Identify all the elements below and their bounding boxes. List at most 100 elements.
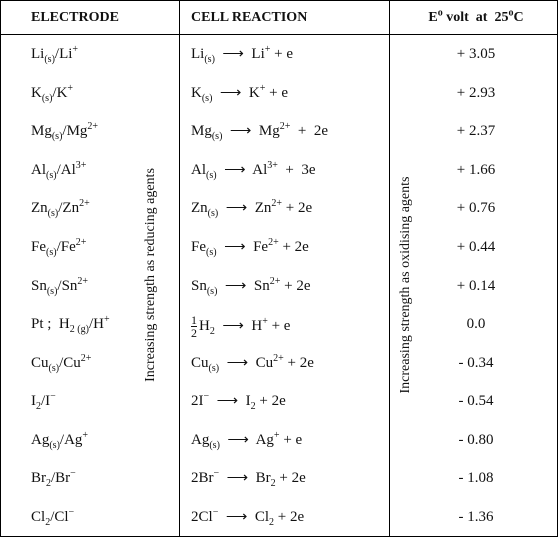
text: /Br [51, 470, 71, 487]
text: /Ag [59, 431, 83, 448]
text: + 2e [290, 123, 329, 140]
superscript: + [259, 82, 266, 94]
superscript: o [437, 7, 443, 19]
superscript: 3+ [267, 159, 278, 171]
text: /K [52, 84, 68, 101]
potential-cell: - 1.36 [458, 508, 494, 525]
text: Cu [191, 354, 209, 371]
subscript: (s) [209, 439, 220, 451]
text: + 2e [255, 393, 286, 410]
text: Cu [31, 354, 49, 371]
reaction-cell: Mg(s) ⟶ Mg2+ + 2e [191, 121, 329, 143]
superscript: − [203, 391, 210, 403]
text: + e [265, 84, 289, 101]
subscript: 2 [270, 478, 276, 490]
side-label-reducing: Increasing strength as reducing agents [143, 168, 158, 382]
electrode-cell: Li(s)/Li+ [31, 44, 79, 66]
subscript: (s) [207, 208, 219, 220]
text: + 2e [282, 200, 313, 217]
text: + 3e [277, 161, 316, 178]
superscript: − [70, 468, 76, 480]
text: + 2e [280, 277, 311, 294]
subscript: (s) [46, 169, 57, 181]
subscript: (s) [201, 92, 213, 104]
subscript: 2 [209, 325, 215, 337]
text: 2Cl [191, 508, 213, 525]
text: 2Br [191, 470, 214, 487]
superscript: 2+ [279, 121, 291, 133]
electrode-cell: Br2/Br− [31, 468, 76, 489]
text: Fe [31, 238, 46, 255]
reaction-cell: 2Br− ⟶ Br2 + 2e [191, 468, 306, 490]
text: + 2e [283, 354, 314, 371]
electrode-cell: I2/I− [31, 391, 56, 413]
numerator: 1 [191, 313, 197, 328]
subscript: (s) [206, 285, 218, 297]
electrode-cell: Zn(s)/Zn2+ [31, 198, 90, 219]
reaction-cell: Zn(s) ⟶ Zn2+ + 2e [191, 198, 313, 220]
denominator: 2 [191, 326, 197, 341]
superscript: o [508, 7, 514, 19]
subscript: (s) [208, 362, 220, 374]
superscript: 3+ [75, 159, 87, 171]
text: /Li [54, 46, 73, 63]
text: Pt ; H [31, 316, 70, 333]
electrode-cell: Pt ; H2 (g)/H+ [31, 314, 110, 335]
reaction-cell: 2I− ⟶ I2 + 2e [191, 391, 286, 412]
potential-cell: + 0.14 [456, 277, 496, 294]
reaction-cell: Li(s) ⟶ Li+ + e [191, 44, 293, 65]
text: Ag [191, 431, 210, 448]
header-reaction: CELL REACTION [191, 10, 308, 25]
text: /I [41, 393, 51, 410]
text: Mg [31, 123, 52, 140]
superscript: 2+ [273, 352, 284, 364]
text: Br [31, 470, 46, 487]
text: ⟶ Li [214, 46, 265, 63]
superscript: 2+ [269, 275, 281, 287]
subscript: (s) [44, 54, 55, 66]
text: Li [31, 46, 45, 63]
potential-cell: - 0.80 [458, 431, 494, 448]
electrode-cell: Cu(s)/Cu2+ [31, 353, 91, 373]
superscript: + [264, 44, 271, 56]
side-label-oxidising: Increasing strength as oxidising agents [398, 176, 413, 394]
subscript: 2 [36, 401, 41, 413]
superscript: + [72, 44, 79, 56]
text: ⟶ Br [219, 470, 271, 487]
text: ⟶ Ag [219, 431, 274, 448]
text: /Cu [59, 354, 81, 371]
text: Ag [31, 431, 50, 448]
superscript: + [103, 314, 110, 326]
superscript: 2+ [77, 275, 89, 287]
potential-cell: + 2.37 [456, 123, 496, 140]
subscript: (s) [206, 169, 217, 181]
subscript: (s) [41, 92, 53, 104]
text: Mg [191, 123, 212, 140]
text: Fe [191, 238, 206, 255]
superscript: − [50, 391, 56, 403]
reaction-cell: 2Cl− ⟶ Cl2 + 2e [191, 507, 304, 527]
superscript: + [82, 429, 89, 441]
text: /Mg [62, 123, 88, 140]
subscript: (s) [211, 131, 223, 143]
potential-cell: + 0.76 [456, 200, 496, 217]
subscript: 2 [269, 516, 275, 528]
subscript: (s) [48, 362, 60, 374]
text: + 2e [278, 238, 309, 255]
text: Li [191, 46, 205, 63]
text: Sn [191, 277, 207, 294]
superscript: 2+ [87, 121, 99, 133]
subscript: 2 [45, 516, 51, 528]
electrode-cell: Sn(s)/Sn2+ [31, 276, 88, 296]
subscript: (s) [49, 439, 60, 451]
superscript: − [213, 468, 220, 480]
potential-cell: - 1.08 [458, 470, 494, 487]
text: ⟶ Sn [217, 277, 270, 294]
header-potential: Eo volt at 25oC [411, 8, 541, 28]
text: + e [279, 431, 303, 448]
text: ⟶ Cl [218, 508, 270, 525]
potential-cell: - 0.54 [458, 393, 494, 410]
text: Al [31, 161, 46, 178]
text: I [31, 393, 36, 410]
